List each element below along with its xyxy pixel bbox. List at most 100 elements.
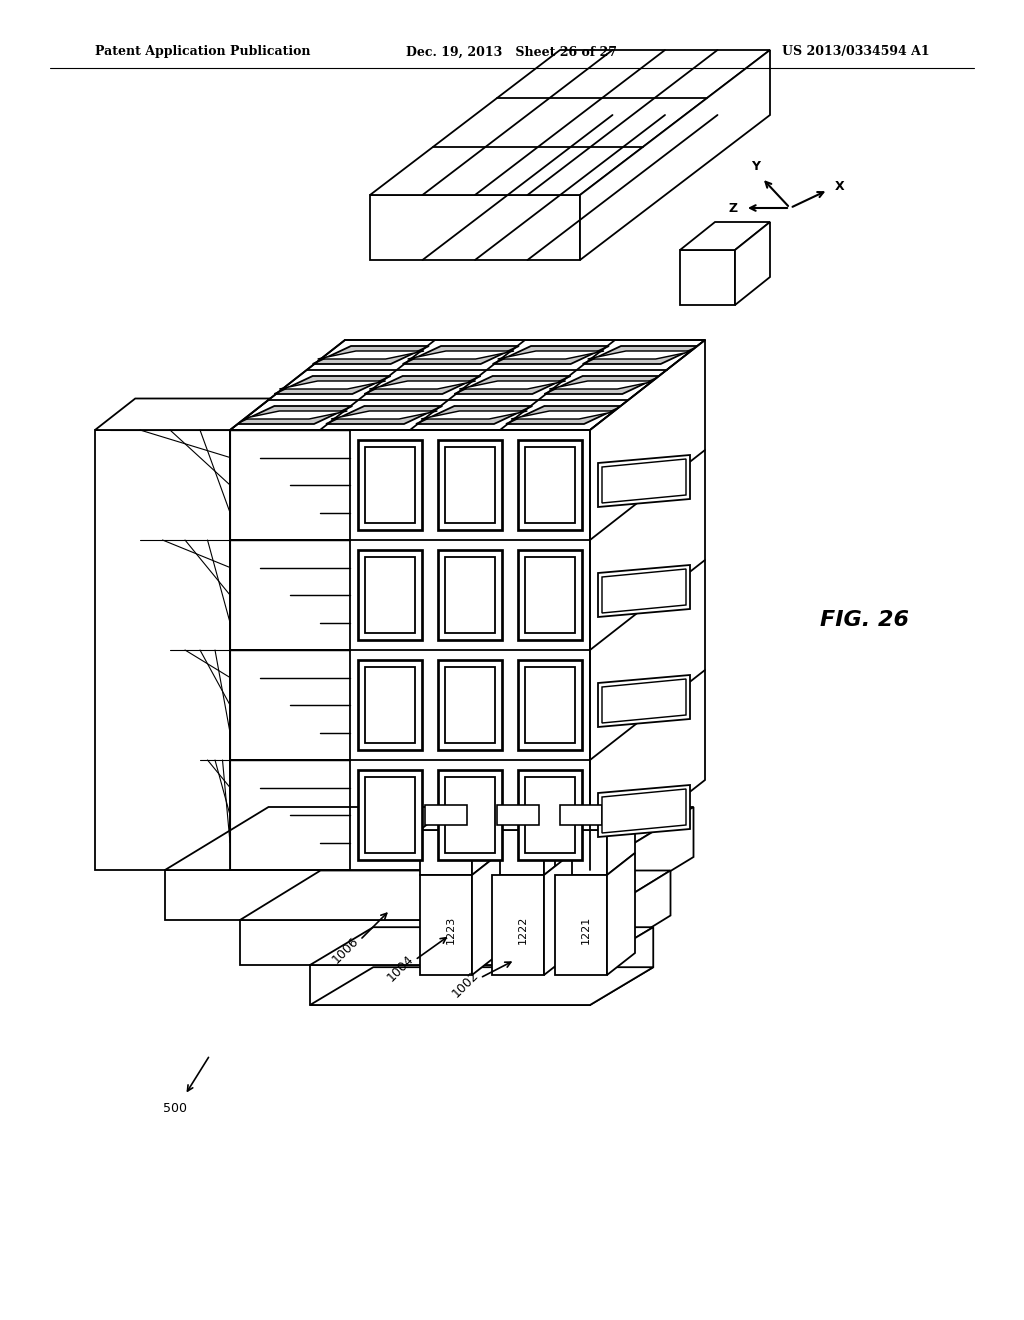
Polygon shape <box>518 770 582 861</box>
Polygon shape <box>438 440 502 531</box>
Polygon shape <box>607 808 635 875</box>
Polygon shape <box>365 777 415 853</box>
Polygon shape <box>230 341 705 430</box>
Polygon shape <box>365 376 480 393</box>
Polygon shape <box>555 830 607 875</box>
Polygon shape <box>590 927 653 1005</box>
Polygon shape <box>280 381 386 389</box>
Text: 500: 500 <box>163 1101 187 1114</box>
Polygon shape <box>492 830 544 875</box>
Polygon shape <box>602 789 686 833</box>
Polygon shape <box>492 875 544 975</box>
Text: 1221: 1221 <box>581 916 591 944</box>
Polygon shape <box>420 830 472 875</box>
Text: Y: Y <box>752 160 761 173</box>
Text: 1004: 1004 <box>384 952 416 983</box>
Polygon shape <box>445 447 495 523</box>
Polygon shape <box>140 517 200 540</box>
Polygon shape <box>200 752 240 760</box>
Polygon shape <box>416 407 532 424</box>
Polygon shape <box>602 678 686 723</box>
Polygon shape <box>602 459 686 503</box>
Polygon shape <box>420 808 500 830</box>
Polygon shape <box>274 376 391 393</box>
Polygon shape <box>95 399 270 430</box>
Polygon shape <box>110 430 140 540</box>
Polygon shape <box>560 805 602 825</box>
Polygon shape <box>230 430 590 870</box>
Polygon shape <box>598 565 690 616</box>
Polygon shape <box>525 447 575 523</box>
Text: Patent Application Publication: Patent Application Publication <box>95 45 310 58</box>
Polygon shape <box>498 351 604 359</box>
Polygon shape <box>170 649 200 760</box>
Polygon shape <box>370 381 476 389</box>
Polygon shape <box>545 376 660 393</box>
Polygon shape <box>317 351 424 359</box>
Polygon shape <box>421 411 527 418</box>
Polygon shape <box>310 927 653 965</box>
Polygon shape <box>402 346 519 364</box>
Polygon shape <box>370 50 770 195</box>
Polygon shape <box>365 447 415 523</box>
Polygon shape <box>438 770 502 861</box>
Polygon shape <box>240 870 671 920</box>
Text: 1006: 1006 <box>329 935 360 966</box>
Polygon shape <box>165 807 693 870</box>
Polygon shape <box>497 805 539 825</box>
Polygon shape <box>525 777 575 853</box>
Polygon shape <box>445 667 495 743</box>
Polygon shape <box>331 411 437 418</box>
Polygon shape <box>170 635 220 649</box>
Polygon shape <box>580 50 770 260</box>
Text: X: X <box>836 180 845 193</box>
Text: Dec. 19, 2013   Sheet 26 of 27: Dec. 19, 2013 Sheet 26 of 27 <box>407 45 617 58</box>
Polygon shape <box>549 381 655 389</box>
Polygon shape <box>607 853 635 975</box>
Polygon shape <box>590 341 705 870</box>
Text: 1222: 1222 <box>518 916 528 944</box>
Polygon shape <box>555 875 607 975</box>
Polygon shape <box>438 660 502 750</box>
Text: FIG. 26: FIG. 26 <box>820 610 909 630</box>
Polygon shape <box>506 407 623 424</box>
Polygon shape <box>493 346 609 364</box>
Polygon shape <box>598 455 690 507</box>
Polygon shape <box>472 808 500 875</box>
Polygon shape <box>438 550 502 640</box>
Polygon shape <box>240 920 590 965</box>
Polygon shape <box>165 870 590 920</box>
Polygon shape <box>590 807 693 920</box>
Polygon shape <box>518 660 582 750</box>
Polygon shape <box>236 407 352 424</box>
Polygon shape <box>358 550 422 640</box>
Polygon shape <box>511 411 617 418</box>
Polygon shape <box>455 376 570 393</box>
Polygon shape <box>598 785 690 837</box>
Polygon shape <box>408 351 514 359</box>
Text: Z: Z <box>728 202 737 214</box>
Polygon shape <box>583 346 699 364</box>
Polygon shape <box>680 249 735 305</box>
Polygon shape <box>200 760 230 870</box>
Polygon shape <box>358 660 422 750</box>
Polygon shape <box>445 777 495 853</box>
Text: 1223: 1223 <box>446 916 456 944</box>
Polygon shape <box>425 805 467 825</box>
Polygon shape <box>544 808 572 875</box>
Polygon shape <box>358 440 422 531</box>
Polygon shape <box>602 569 686 612</box>
Polygon shape <box>518 440 582 531</box>
Polygon shape <box>310 968 653 1005</box>
Polygon shape <box>555 808 635 830</box>
Polygon shape <box>472 853 500 975</box>
Polygon shape <box>525 667 575 743</box>
Polygon shape <box>735 222 770 305</box>
Polygon shape <box>525 557 575 634</box>
Polygon shape <box>492 808 572 830</box>
Polygon shape <box>588 351 694 359</box>
Polygon shape <box>365 557 415 634</box>
Polygon shape <box>312 346 429 364</box>
Polygon shape <box>544 853 572 975</box>
Polygon shape <box>370 195 580 260</box>
